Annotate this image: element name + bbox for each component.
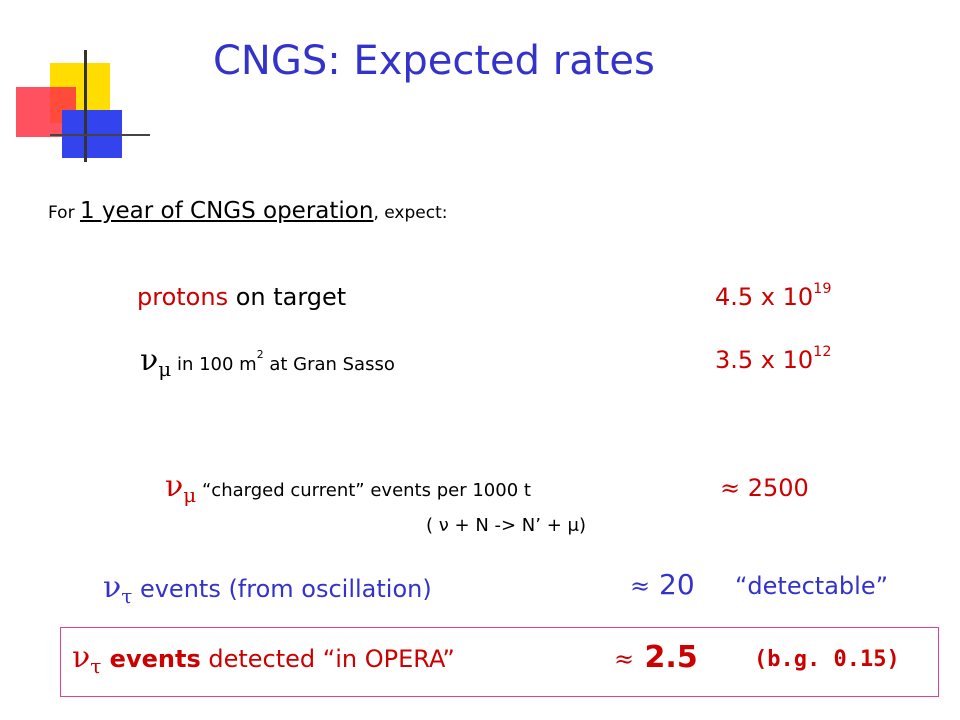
approx-symbol: ≈	[720, 474, 741, 502]
nu-symbol: ν	[165, 469, 184, 504]
numu-flux-value: 3.5 x 1012	[715, 344, 832, 374]
logo-vertical-line	[84, 50, 87, 162]
opera-events-word: events	[101, 645, 201, 673]
approx-symbol: ≈	[614, 645, 635, 673]
cc-reaction: ( ν + N -> N’ + μ)	[426, 515, 586, 536]
opera-label: ντ events detected “in OPERA”	[72, 640, 455, 678]
protons-word: protons	[137, 283, 229, 311]
opera-text: detected “in OPERA”	[200, 645, 455, 673]
nu-symbol: ν	[72, 640, 91, 675]
numu-flux-label: νμ in 100 m2 at Gran Sasso	[140, 343, 395, 381]
opera-highlight-box	[60, 627, 939, 697]
protons-value-exp: 19	[813, 281, 832, 297]
tau-events-note: “detectable”	[735, 572, 889, 600]
cc-events-value: ≈ 2500	[720, 474, 809, 502]
intro-emphasis: 1 year of CNGS operation	[79, 198, 374, 224]
approx-symbol: ≈	[630, 572, 651, 600]
protons-label: protons on target	[137, 283, 346, 311]
page-title: CNGS: Expected rates	[213, 38, 655, 84]
tau-events-text: events (from oscillation)	[132, 575, 432, 603]
numu-flux-value-base: 3.5 x 10	[715, 346, 814, 374]
cc-events-number: 2500	[740, 474, 809, 502]
logo-horizontal-line	[50, 134, 150, 136]
tau-events-value: ≈ 20	[630, 568, 695, 601]
opera-background: (b.g. 0.15)	[754, 647, 900, 672]
mu-subscript: μ	[183, 483, 197, 507]
nu-symbol: ν	[140, 343, 159, 378]
protons-value: 4.5 x 1019	[715, 281, 832, 311]
tau-events-number: 20	[650, 568, 695, 601]
cc-events-label: νμ “charged current” events per 1000 t	[165, 469, 531, 507]
numu-flux-text-a: in 100 m	[171, 354, 257, 375]
protons-value-base: 4.5 x 10	[715, 283, 814, 311]
tau-subscript: τ	[90, 654, 102, 678]
tau-subscript: τ	[121, 584, 133, 608]
tau-events-label: ντ events (from oscillation)	[103, 570, 432, 608]
opera-number: 2.5	[634, 640, 698, 675]
intro-suffix: , expect:	[373, 203, 448, 223]
nu-symbol: ν	[103, 570, 122, 605]
decorative-logo	[0, 0, 150, 170]
mu-subscript: μ	[158, 357, 172, 381]
protons-suffix: on target	[228, 283, 347, 311]
intro-prefix: For	[48, 203, 80, 223]
cc-events-text: “charged current” events per 1000 t	[196, 480, 531, 501]
intro-text: For 1 year of CNGS operation, expect:	[48, 198, 447, 224]
numu-flux-text-b: at Gran Sasso	[263, 354, 395, 375]
numu-flux-sup: 2	[256, 348, 264, 361]
numu-flux-value-exp: 12	[813, 344, 832, 360]
opera-value: ≈ 2.5	[614, 640, 698, 675]
